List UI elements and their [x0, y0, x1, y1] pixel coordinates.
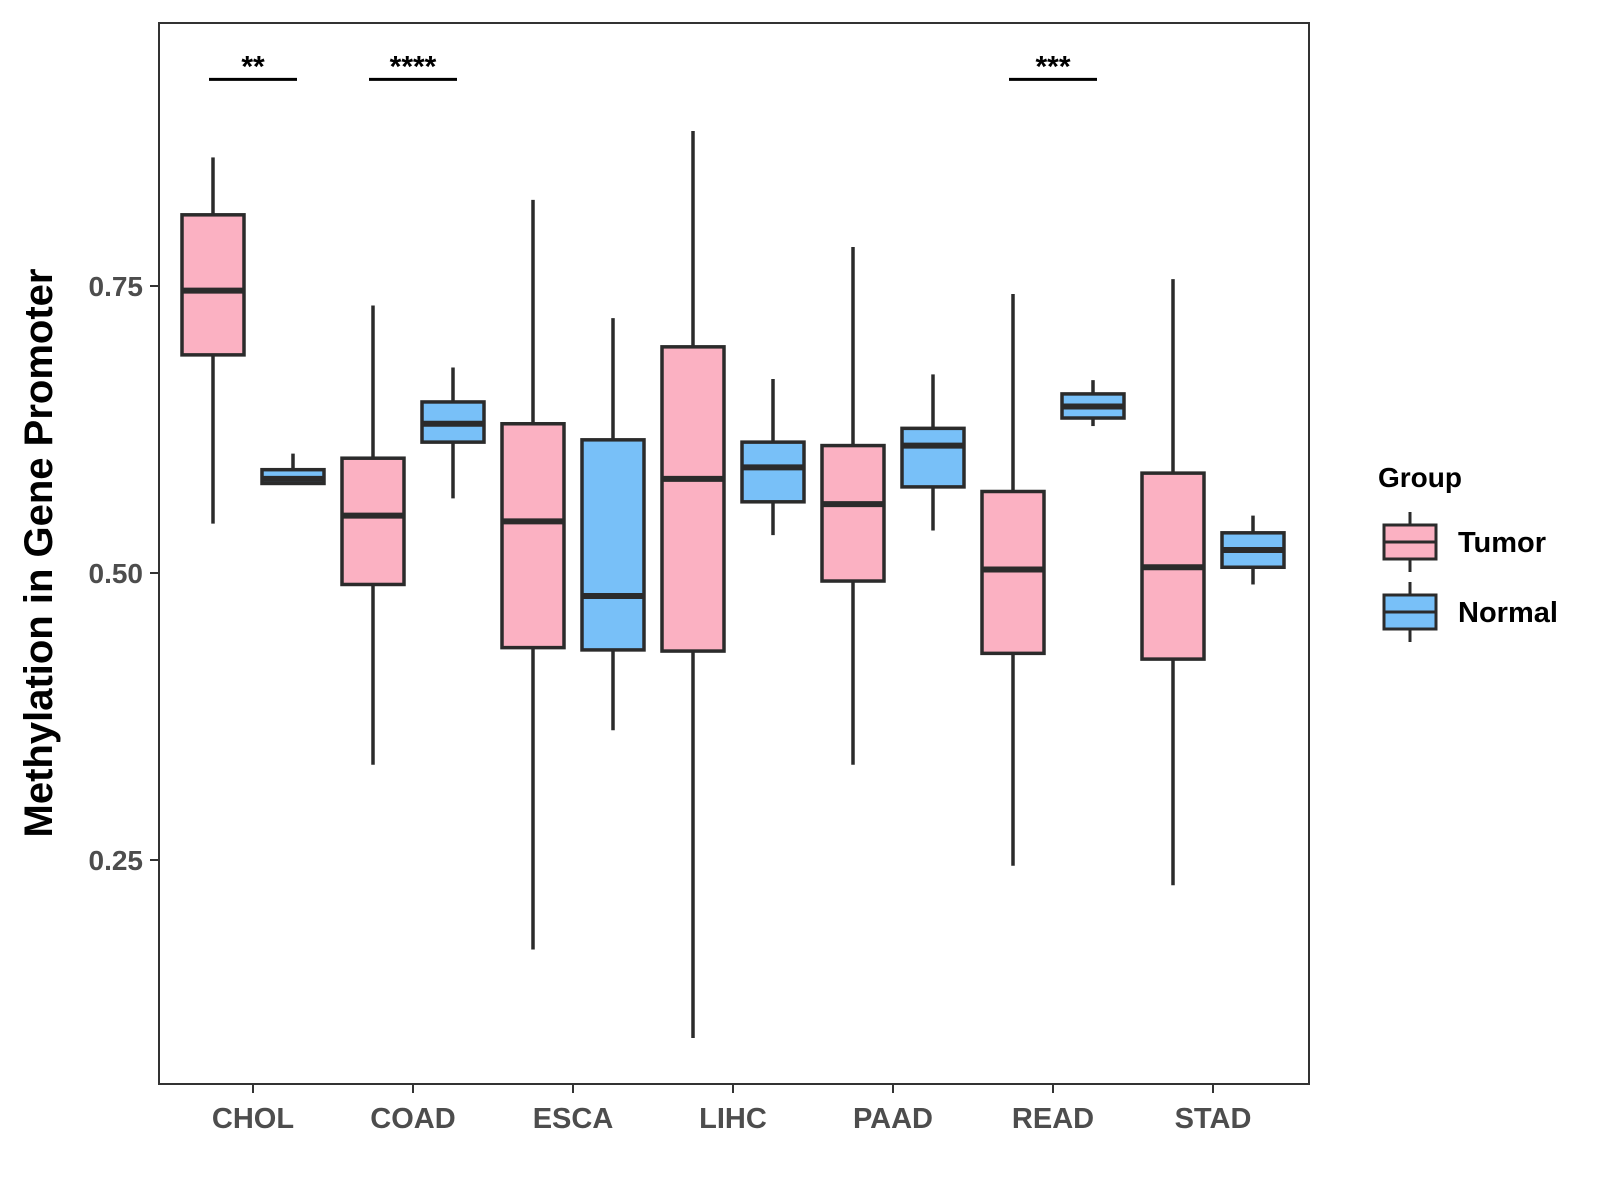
- box-normal-esca: [580, 318, 646, 731]
- legend-items: Tumor Normal: [1382, 512, 1558, 642]
- legend-title: Group: [1378, 462, 1462, 493]
- legend: Group Tumor Normal: [1378, 462, 1558, 642]
- significance-coad: ****: [369, 50, 457, 83]
- boxes-layer: [180, 131, 1286, 1038]
- box-normal-read: [1060, 380, 1126, 427]
- box-tumor-read: [980, 294, 1046, 866]
- significance-annotations: ** **** ***: [209, 50, 1097, 83]
- box-normal-coad: [420, 367, 486, 499]
- y-axis-title: Methylation in Gene Promoter: [17, 269, 61, 838]
- box-iqr: [820, 443, 886, 583]
- significance-read: ***: [1009, 50, 1097, 83]
- legend-label: Normal: [1458, 597, 1558, 629]
- box-tumor-stad: [1140, 279, 1206, 886]
- box-tumor-paad: [820, 246, 886, 765]
- x-tick-label-coad: COAD: [370, 1103, 455, 1135]
- box-iqr: [740, 440, 806, 504]
- box-tumor-chol: [180, 157, 246, 524]
- legend-item-normal: Normal: [1382, 582, 1558, 642]
- x-tick-label-esca: ESCA: [533, 1103, 614, 1135]
- y-tick-label: 0.50: [89, 558, 144, 589]
- box-tumor-lihc: [660, 131, 726, 1038]
- y-axis: 0.25 0.50 0.75: [89, 271, 159, 876]
- y-tick-label: 0.25: [89, 845, 144, 876]
- box-normal-chol: [260, 453, 326, 486]
- box-normal-stad: [1220, 515, 1286, 585]
- box-normal-paad: [900, 374, 966, 531]
- y-tick-label: 0.75: [89, 271, 144, 302]
- box-iqr: [660, 345, 726, 653]
- significance-stars: ****: [390, 50, 437, 83]
- significance-stars: **: [241, 50, 265, 83]
- x-axis: CHOL COAD ESCA LIHC PAAD READ STAD: [212, 1084, 1251, 1135]
- significance-chol: **: [209, 50, 297, 83]
- box-iqr: [180, 213, 246, 357]
- x-tick-label-paad: PAAD: [853, 1103, 933, 1135]
- x-tick-label-lihc: LIHC: [699, 1103, 767, 1135]
- box-normal-lihc: [740, 378, 806, 536]
- legend-item-tumor: Tumor: [1382, 512, 1546, 572]
- box-iqr: [580, 438, 646, 652]
- box-iqr: [500, 422, 566, 650]
- box-iqr: [900, 426, 966, 489]
- box-tumor-coad: [340, 305, 406, 765]
- box-iqr: [340, 456, 406, 587]
- box-tumor-esca: [500, 199, 566, 950]
- significance-stars: ***: [1035, 50, 1070, 83]
- x-tick-label-stad: STAD: [1175, 1103, 1252, 1135]
- legend-label: Tumor: [1458, 527, 1546, 559]
- x-tick-label-chol: CHOL: [212, 1103, 294, 1135]
- x-tick-label-read: READ: [1012, 1103, 1094, 1135]
